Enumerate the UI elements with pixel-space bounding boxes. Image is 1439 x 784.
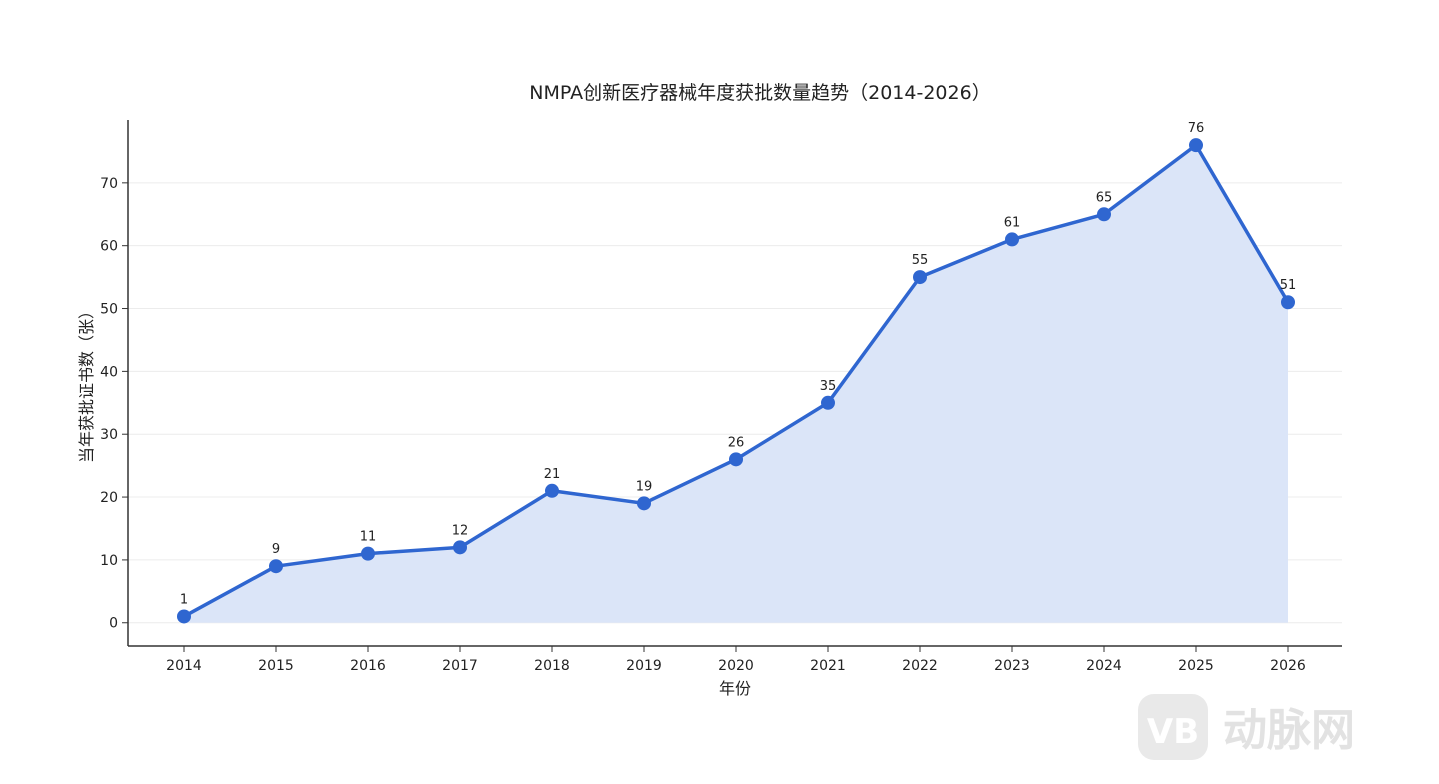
- data-point-2018: [545, 483, 559, 498]
- y-tick-label-40: 40: [100, 364, 118, 380]
- y-tick-labels: 0 10 20 30 40 50 60 70: [100, 176, 118, 632]
- y-tick-label-60: 60: [100, 239, 118, 255]
- x-tick-label-2022: 2022: [902, 658, 938, 674]
- x-tick-label-2017: 2017: [442, 658, 478, 674]
- data-point-2021: [821, 395, 835, 410]
- data-label-2016: 11: [360, 530, 377, 545]
- data-label-2026: 51: [1280, 278, 1297, 293]
- data-label-2015: 9: [272, 542, 280, 557]
- x-tick-labels: 2014 2015 2016 2017 2018 2019 2020 2021 2022 2023…: [166, 658, 1306, 674]
- y-tick-label-50: 50: [100, 302, 118, 318]
- data-point-2026: [1281, 295, 1295, 310]
- x-tick-label-2025: 2025: [1178, 658, 1214, 674]
- data-label-2024: 65: [1096, 190, 1113, 205]
- data-point-2017: [453, 540, 467, 555]
- data-label-2017: 12: [452, 523, 469, 538]
- data-label-2022: 55: [912, 253, 929, 268]
- x-tick-label-2023: 2023: [994, 658, 1030, 674]
- data-point-2015: [269, 559, 283, 574]
- x-tick-label-2019: 2019: [626, 658, 662, 674]
- y-tick-label-70: 70: [100, 176, 118, 192]
- watermark: VB 动脉网: [1138, 694, 1355, 760]
- axes: [122, 120, 1342, 652]
- data-label-2019: 19: [636, 479, 653, 494]
- x-tick-label-2024: 2024: [1086, 658, 1122, 674]
- y-tick-label-10: 10: [100, 553, 118, 569]
- y-axis-title: 当年获批证书数（张）: [77, 303, 96, 463]
- y-tick-label-0: 0: [109, 616, 118, 632]
- x-tick-label-2015: 2015: [258, 658, 294, 674]
- x-tick-label-2026: 2026: [1270, 658, 1306, 674]
- data-label-2020: 26: [728, 435, 745, 450]
- data-label-2018: 21: [544, 467, 561, 482]
- x-tick-label-2021: 2021: [810, 658, 846, 674]
- watermark-text: 动脉网: [1223, 705, 1355, 756]
- data-label-2023: 61: [1004, 215, 1021, 230]
- y-tick-label-30: 30: [100, 427, 118, 443]
- data-point-2019: [637, 496, 651, 511]
- data-point-2016: [361, 546, 375, 561]
- data-point-2014: [177, 609, 191, 624]
- data-label-2025: 76: [1188, 121, 1205, 136]
- data-point-2024: [1097, 207, 1111, 222]
- data-label-2014: 1: [180, 592, 188, 607]
- data-point-2020: [729, 452, 743, 467]
- watermark-logo-box: [1138, 694, 1208, 760]
- x-tick-label-2018: 2018: [534, 658, 570, 674]
- x-tick-label-2014: 2014: [166, 658, 202, 674]
- x-axis-title: 年份: [719, 679, 751, 698]
- data-points: [177, 138, 1295, 624]
- data-point-2022: [913, 270, 927, 285]
- area-fill-layer: [184, 145, 1288, 623]
- chart-title: NMPA创新医疗器械年度获批数量趋势（2014-2026）: [529, 82, 990, 104]
- x-tick-label-2020: 2020: [718, 658, 754, 674]
- x-tick-label-2016: 2016: [350, 658, 386, 674]
- data-point-2025: [1189, 138, 1203, 153]
- y-tick-label-20: 20: [100, 490, 118, 506]
- data-point-2023: [1005, 232, 1019, 247]
- data-label-2021: 35: [820, 379, 837, 394]
- area-fill: [184, 145, 1288, 623]
- watermark-logo-text: VB: [1147, 712, 1199, 752]
